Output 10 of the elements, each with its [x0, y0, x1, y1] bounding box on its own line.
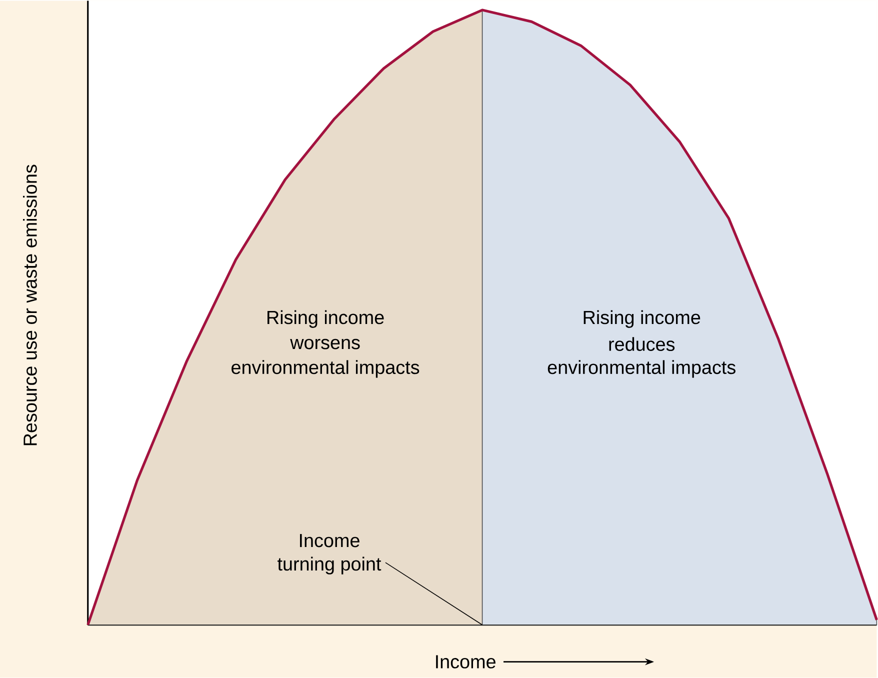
annotation: turning point [278, 556, 382, 574]
y-axis-title: Resource use or waste emissions [23, 164, 37, 446]
annotation: environmental impacts [232, 360, 420, 378]
annotation: Income [300, 534, 360, 548]
annotation: Rising income [268, 310, 384, 328]
annotation: environmental impacts [548, 360, 736, 378]
annotation: reduces [609, 337, 675, 352]
annotation: worsens [290, 338, 360, 350]
x-axis-title: Income [436, 655, 496, 669]
annotation: Rising income [584, 310, 700, 328]
